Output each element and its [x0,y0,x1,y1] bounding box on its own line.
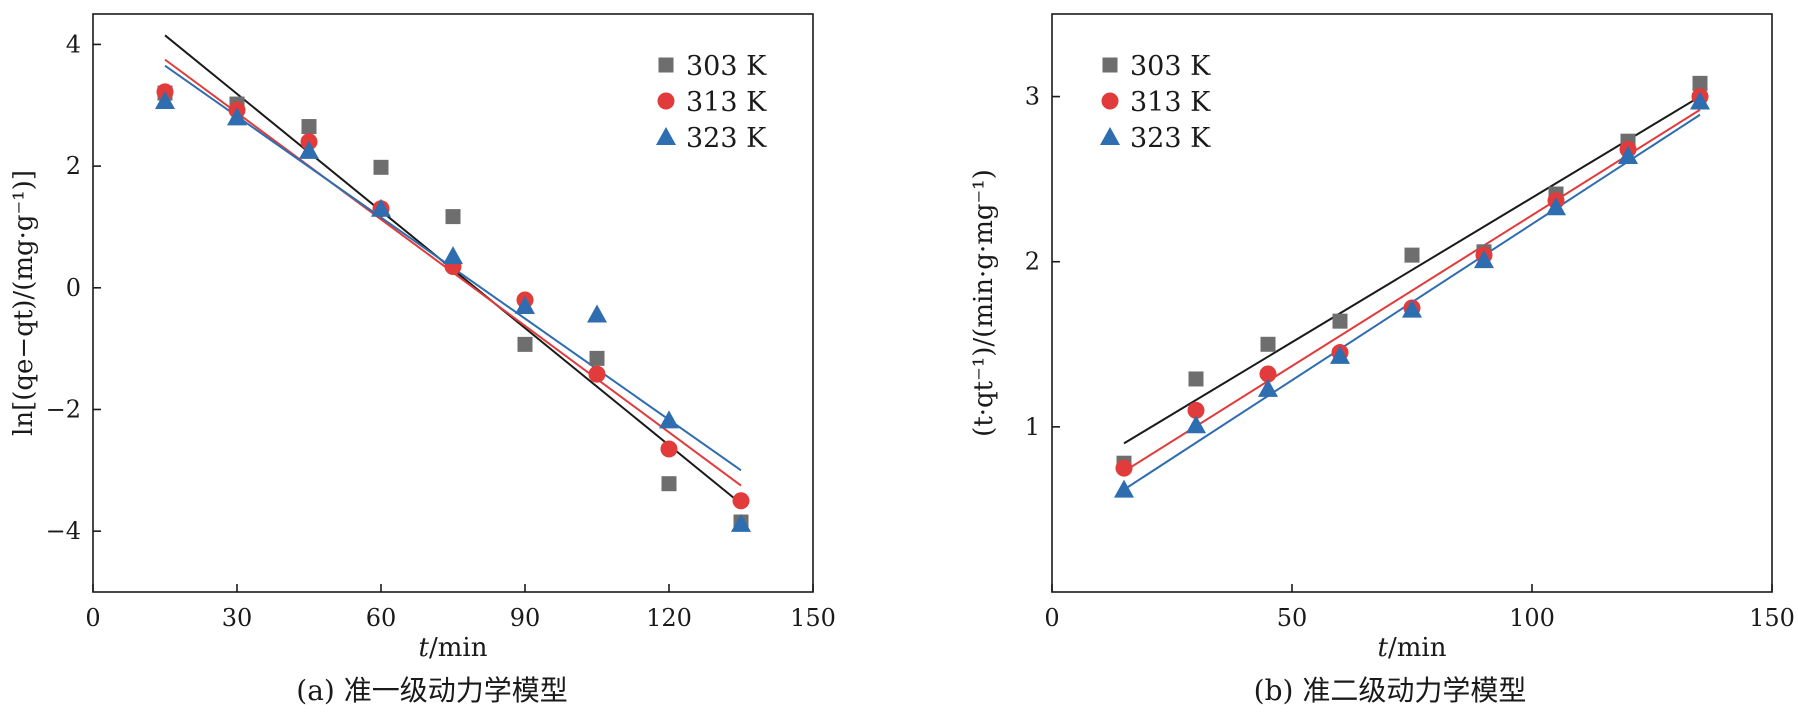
legend-label: 323 K [1130,123,1211,154]
x-tick-label: 90 [510,604,541,632]
data-point [1618,146,1638,165]
legend-marker [1100,127,1120,145]
data-point [1187,401,1205,419]
data-point [1330,345,1350,364]
legend-item: 323 K [1100,123,1211,154]
chart-b-xlabel: t/min [1378,633,1447,663]
data-point [373,159,389,175]
chart-a-caption: (a) 准一级动力学模型 [296,674,567,707]
y-tick-label: 1 [1025,413,1040,441]
data-point [1404,247,1420,263]
y-tick-label: 3 [1025,83,1040,111]
legend-marker [656,127,676,145]
data-point [445,209,461,225]
chart-a: 0 30 60 90 120 150 −4 −2 0 2 4 303 K 313 K 323 K t/… [9,13,836,707]
x-tick-label: 120 [646,604,692,632]
data-point [1258,378,1278,397]
x-tick-label: 50 [1277,604,1308,632]
chart-b-caption: (b) 准二级动力学模型 [1254,674,1527,707]
y-tick-label: −4 [46,517,81,545]
data-point [1260,336,1276,352]
data-point [443,246,463,265]
x-tick-label: 30 [222,604,253,632]
y-tick-label: 0 [66,274,81,302]
legend-item: 323 K [656,123,767,154]
legend-label: 303 K [686,51,767,82]
data-point [1115,459,1133,477]
data-point [517,336,533,352]
data-point [515,296,535,315]
series-313k [156,83,750,510]
legend-label: 313 K [686,87,767,118]
data-point [299,140,319,159]
data-point [661,476,677,492]
data-point [1114,479,1134,498]
legend-item: 313 K [1101,87,1211,118]
data-point [371,198,391,217]
data-point [588,365,606,383]
legend-marker [658,57,674,73]
series-323k [155,91,751,532]
legend-item: 303 K [1102,51,1211,82]
legend-label: 303 K [1130,51,1211,82]
legend-marker [657,92,675,110]
data-point [589,350,605,366]
data-point [1259,365,1277,383]
data-point [301,119,317,135]
data-point [1332,313,1348,329]
data-point [660,440,678,458]
x-tick-label: 60 [366,604,397,632]
data-point [155,91,175,110]
legend-marker [1101,92,1119,110]
data-point [1546,197,1566,216]
chart-b-ylabel: (t·qt⁻¹)/(min·g·mg⁻¹) [969,169,999,437]
x-tick-label: 0 [85,604,100,632]
chart-a-xlabel: t/min [419,633,488,663]
series-323k [1114,91,1710,498]
chart-a-ylabel: ln[(qe−qt)/(mg·g⁻¹)] [9,170,39,436]
y-tick-label: 2 [66,152,81,180]
x-tick-label: 100 [1509,604,1555,632]
data-point [587,304,607,323]
x-tick-label: 150 [790,604,836,632]
legend-item: 303 K [658,51,767,82]
data-point [1690,91,1710,110]
y-tick-label: −2 [46,395,81,423]
fit-line-303k [1123,95,1701,445]
data-point [1692,75,1708,91]
chart-a-plot-frame [92,13,814,593]
data-point [1474,250,1494,269]
legend-item: 313 K [657,87,767,118]
data-point [227,107,247,126]
x-tick-label: 150 [1749,604,1795,632]
x-tick-label: 0 [1044,604,1059,632]
legend-marker [1102,57,1118,73]
chart-b-plot-frame [1051,13,1773,593]
data-point [1188,371,1204,387]
y-tick-label: 4 [66,30,81,58]
series-303k [157,85,749,530]
data-point [1186,415,1206,434]
fit-line-313k [1123,108,1701,473]
data-point [731,513,751,532]
legend-label: 313 K [1130,87,1211,118]
chart-b: 0 50 100 150 1 2 3 303 K 313 K 323 K t/min (t·q… [969,13,1795,707]
legend-label: 323 K [686,123,767,154]
y-tick-label: 2 [1025,248,1040,276]
data-point [659,410,679,429]
data-point [732,492,750,510]
data-point [1402,299,1422,318]
